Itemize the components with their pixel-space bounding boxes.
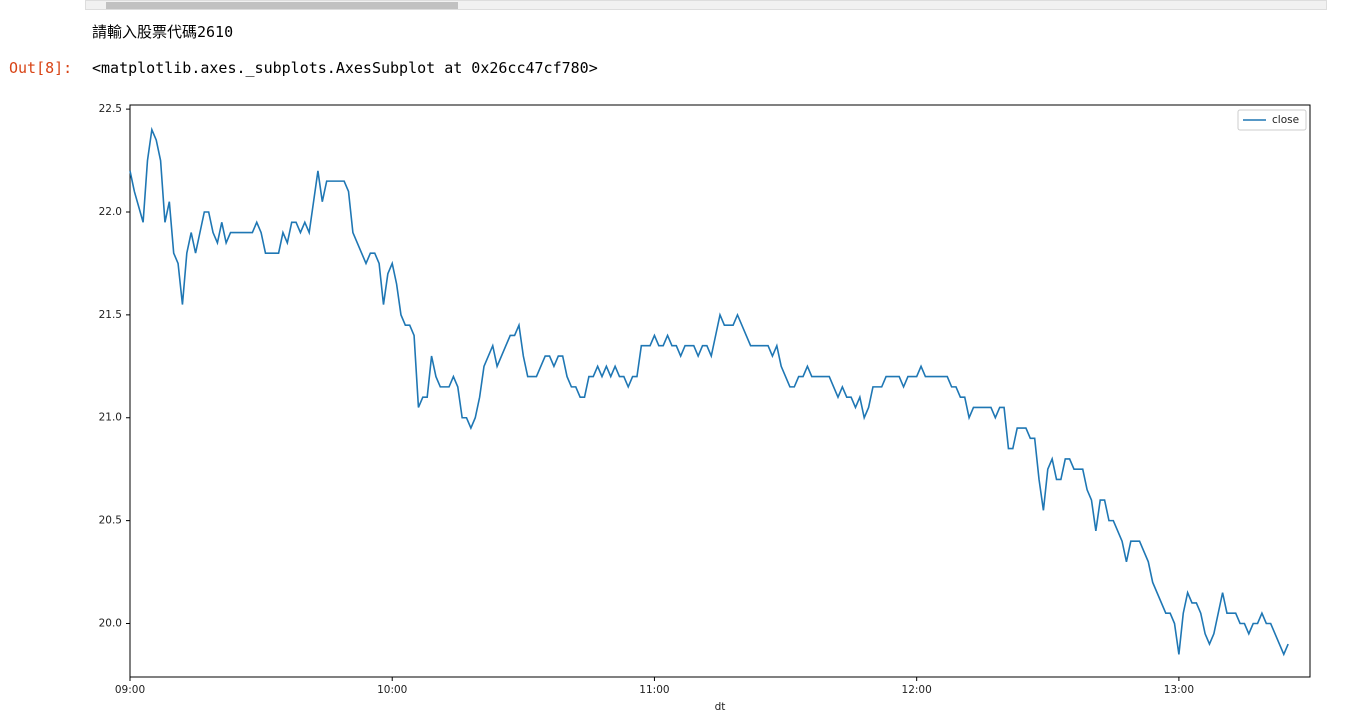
- x-tick-label: 10:00: [377, 684, 407, 696]
- price-line: [129, 126, 1289, 657]
- y-tick-label: 21.5: [99, 309, 122, 321]
- scroll-thumb[interactable]: [106, 2, 458, 9]
- stdout-text: 請輸入股票代碼2610: [92, 23, 234, 41]
- y-tick-label: 20.0: [99, 618, 122, 630]
- scrollbar[interactable]: [85, 0, 1327, 10]
- y-tick-label: 22.5: [99, 103, 122, 115]
- legend-box: [1237, 109, 1307, 131]
- legend-label: close: [1272, 114, 1299, 126]
- x-tick-label: 12:00: [902, 684, 932, 696]
- out-prompt: Out[8]:: [9, 59, 73, 77]
- output-repr: <matplotlib.axes._subplots.AxesSubplot a…: [92, 59, 598, 77]
- y-tick-label: 21.0: [99, 412, 122, 424]
- x-tick-label: 09:00: [115, 684, 145, 696]
- plot-frame: [129, 104, 1311, 678]
- x-axis-label: dt: [715, 701, 726, 713]
- y-tick-label: 22.0: [99, 206, 122, 218]
- y-tick-label: 20.5: [99, 515, 122, 527]
- x-tick-label: 13:00: [1164, 684, 1194, 696]
- x-tick-label: 11:00: [639, 684, 669, 696]
